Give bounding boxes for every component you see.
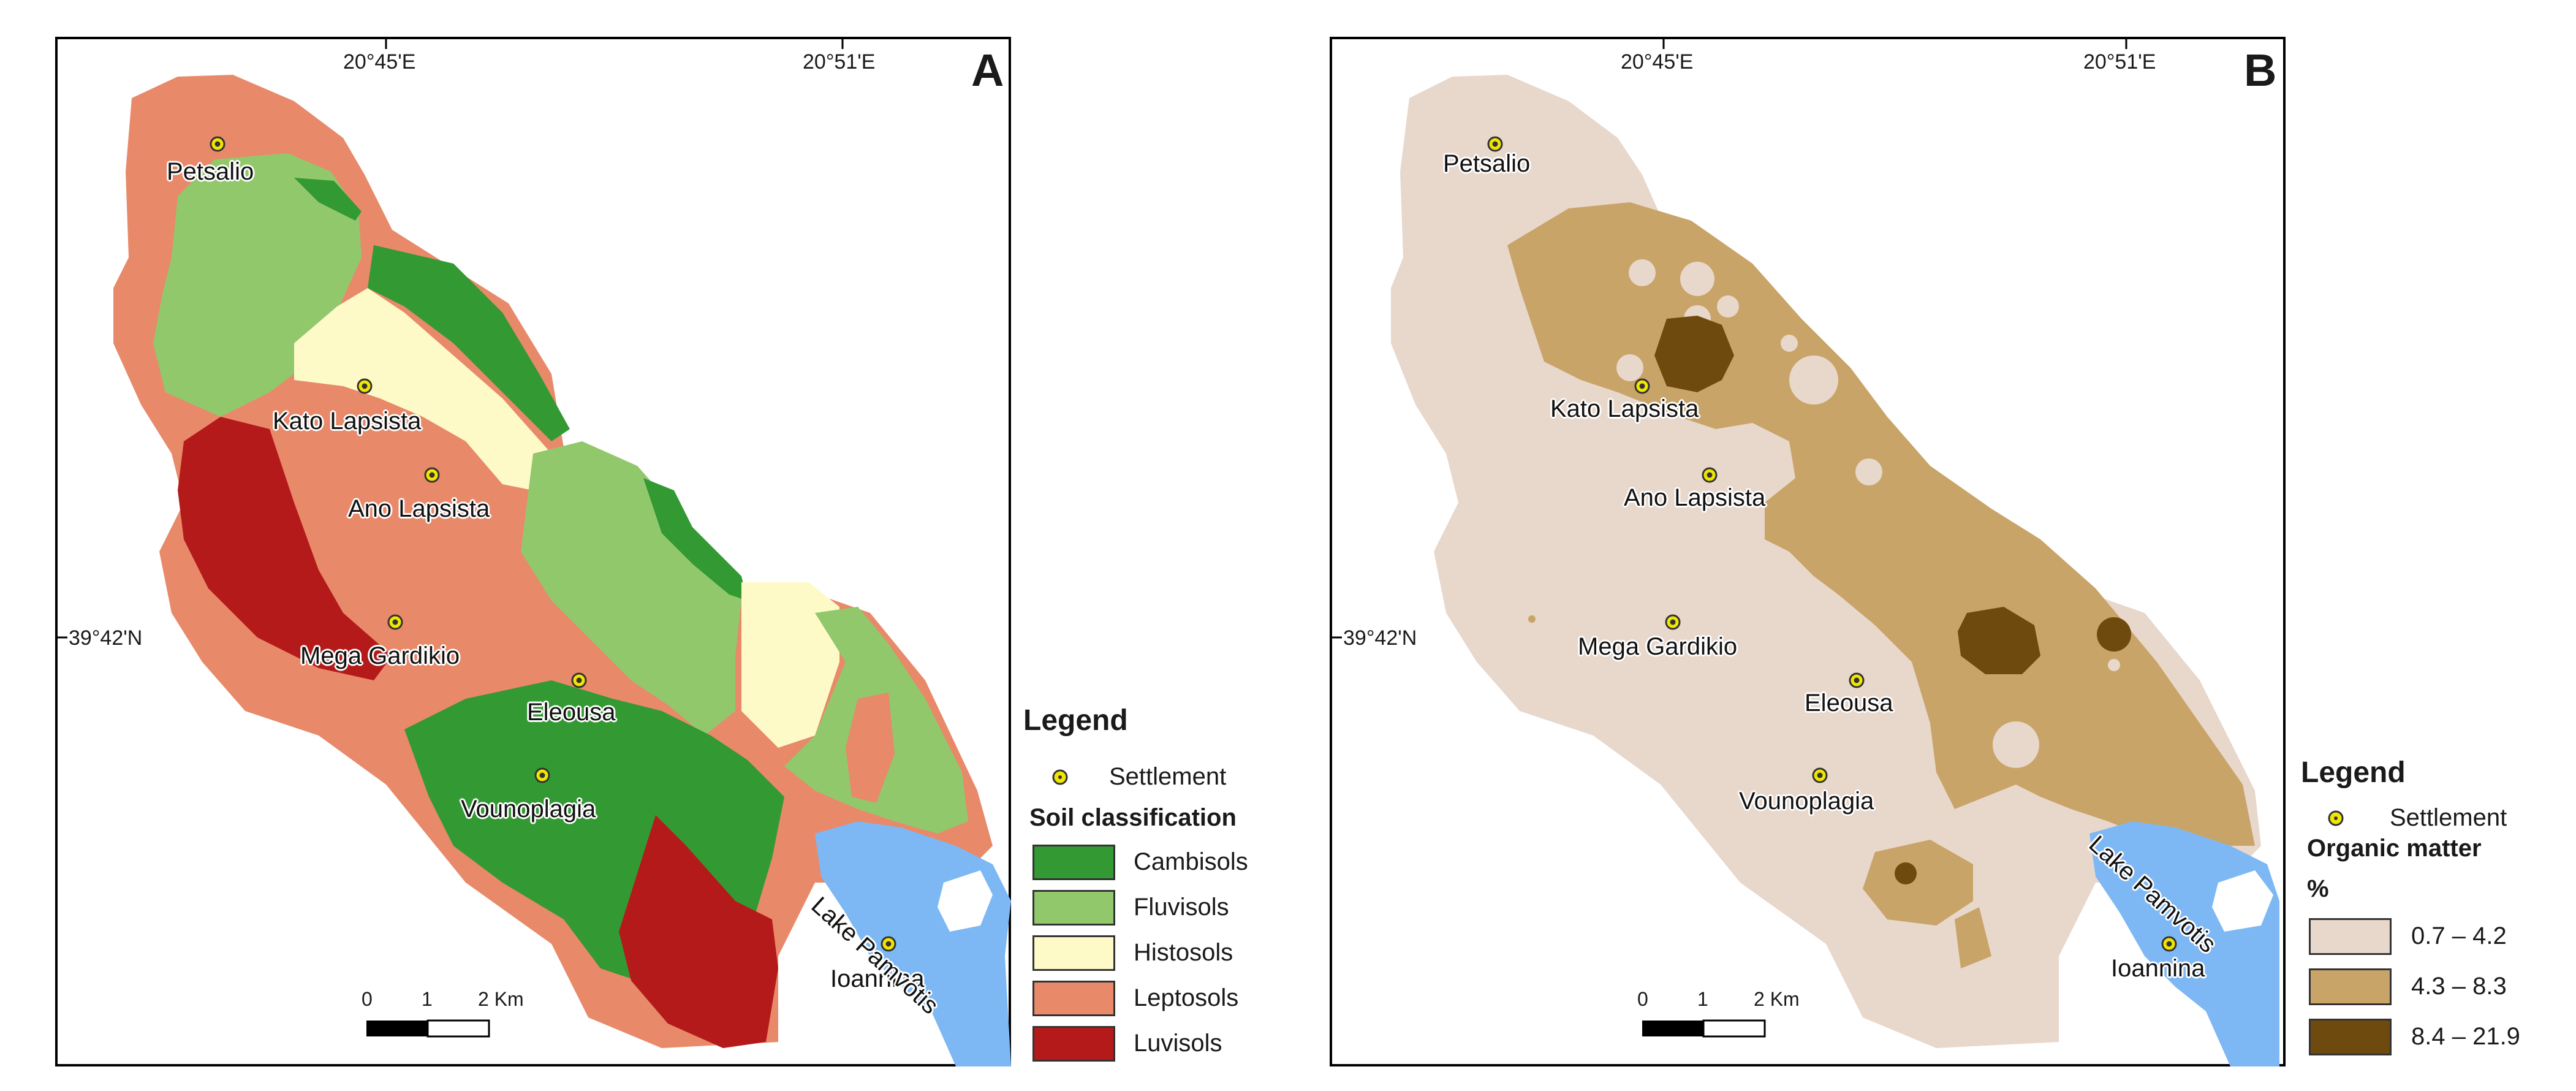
- lon-label-a-1: 20°45'E: [343, 50, 416, 74]
- place-label-vounoplagia-b: Vounoplagia: [1739, 788, 1874, 815]
- legend-label-om-mid: 4.3 – 8.3: [2411, 973, 2507, 1000]
- scale-bar-a-black: [366, 1021, 428, 1036]
- lon-label-b-1: 20°45'E: [1621, 50, 1694, 74]
- place-label-ioannina-b: Ioannina: [2111, 955, 2205, 982]
- om-class-high-spot-south: [1895, 862, 1917, 884]
- scale-label-b-1: 1: [1697, 988, 1708, 1010]
- luvisols-region-south: [619, 815, 778, 1048]
- legend-swatch-histosols: [1032, 935, 1115, 971]
- legend-swatch-om-mid: [2309, 968, 2392, 1005]
- settlements-b: [1487, 136, 2177, 952]
- place-label-eleousa: Eleousa: [527, 699, 616, 726]
- place-label-kato-lapsista: Kato Lapsista: [273, 408, 422, 435]
- legend-heading-a: Soil classification: [1029, 804, 1237, 831]
- luvisols-region-west: [178, 417, 392, 680]
- om-class-high-spot-east: [2097, 617, 2131, 652]
- legend-settlement-label-a: Settlement: [1109, 763, 1227, 790]
- om-class-mid-patch-east: [1955, 907, 1991, 968]
- om-class-mid-patch-south: [1863, 840, 1973, 926]
- legend-label-histosols: Histosols: [1134, 939, 1233, 966]
- lat-label-b: 39°42'N: [1343, 626, 1417, 650]
- panel-letter-b: B: [2244, 45, 2277, 96]
- place-label-eleousa-b: Eleousa: [1805, 690, 1893, 717]
- legend-label-om-low: 0.7 – 4.2: [2411, 922, 2507, 949]
- place-label-kato-lapsista-b: Kato Lapsista: [1550, 395, 1699, 422]
- legend-swatch-fluvisols: [1032, 890, 1115, 926]
- legend-title-a: Legend: [1023, 704, 1128, 737]
- scale-label-a-1: 1: [422, 988, 433, 1010]
- legend-swatch-om-high: [2309, 1019, 2392, 1055]
- om-class-low-holes: [1616, 259, 2120, 768]
- panel-letter-a: A: [971, 45, 1004, 96]
- lon-label-b-2: 20°51'E: [2083, 50, 2156, 74]
- histosols-region-north: [294, 288, 551, 490]
- place-label-ioannina: Ioannina: [830, 965, 925, 992]
- om-class-high-region-central: [1958, 607, 2040, 674]
- place-label-mega-gardikio-b: Mega Gardikio: [1578, 633, 1738, 660]
- scale-label-b-2: 2 Km: [1754, 988, 1800, 1010]
- place-label-petsalio: Petsalio: [167, 158, 254, 185]
- lake-island-b: [2212, 870, 2273, 932]
- cambisols-region-central: [643, 478, 748, 601]
- scale-label-a-0: 0: [362, 988, 373, 1010]
- settlements-a: [210, 136, 896, 952]
- legend-swatch-leptosols: [1032, 981, 1115, 1016]
- legend-label-cambisols: Cambisols: [1134, 848, 1248, 875]
- scale-label-a-2: 2 Km: [478, 988, 524, 1010]
- legend-swatch-cambisols: [1032, 845, 1115, 880]
- legend-unit-b: %: [2307, 875, 2329, 902]
- lat-label-a: 39°42'N: [69, 626, 143, 650]
- place-label-ano-lapsista-b: Ano Lapsista: [1624, 484, 1766, 511]
- scale-bar-b-white: [1702, 1019, 1766, 1038]
- lon-label-a-2: 20°51'E: [803, 50, 876, 74]
- place-label-mega-gardikio: Mega Gardikio: [300, 642, 460, 669]
- legend-swatch-luvisols: [1032, 1026, 1115, 1062]
- om-class-high-region-north: [1654, 316, 1734, 392]
- legend-label-om-high: 8.4 – 21.9: [2411, 1023, 2520, 1050]
- cambisols-region-north: [294, 178, 362, 221]
- cambisols-region-strip: [368, 245, 570, 441]
- legend-heading-b: Organic matter: [2307, 835, 2482, 862]
- om-class-high-spot-west: [1528, 615, 1536, 623]
- lake-island-a: [938, 870, 993, 932]
- scale-bar-b-black: [1642, 1021, 1703, 1036]
- scale-bar-a-white: [426, 1019, 490, 1038]
- legend-settlement-label-b: Settlement: [2390, 804, 2507, 831]
- histosols-region-east: [741, 582, 839, 748]
- legend-label-leptosols: Leptosols: [1134, 984, 1239, 1011]
- legend-title-b: Legend: [2301, 756, 2406, 789]
- legend-label-luvisols: Luvisols: [1134, 1030, 1222, 1057]
- scale-label-b-0: 0: [1637, 988, 1648, 1010]
- place-label-petsalio-b: Petsalio: [1443, 150, 1531, 177]
- place-label-vounoplagia: Vounoplagia: [461, 796, 596, 823]
- legend-label-fluvisols: Fluvisols: [1134, 894, 1229, 921]
- place-label-ano-lapsista: Ano Lapsista: [348, 495, 490, 522]
- leptosols-patch-east: [846, 693, 895, 803]
- fluvisols-region-central: [521, 441, 741, 736]
- legend-swatch-om-low: [2309, 918, 2392, 955]
